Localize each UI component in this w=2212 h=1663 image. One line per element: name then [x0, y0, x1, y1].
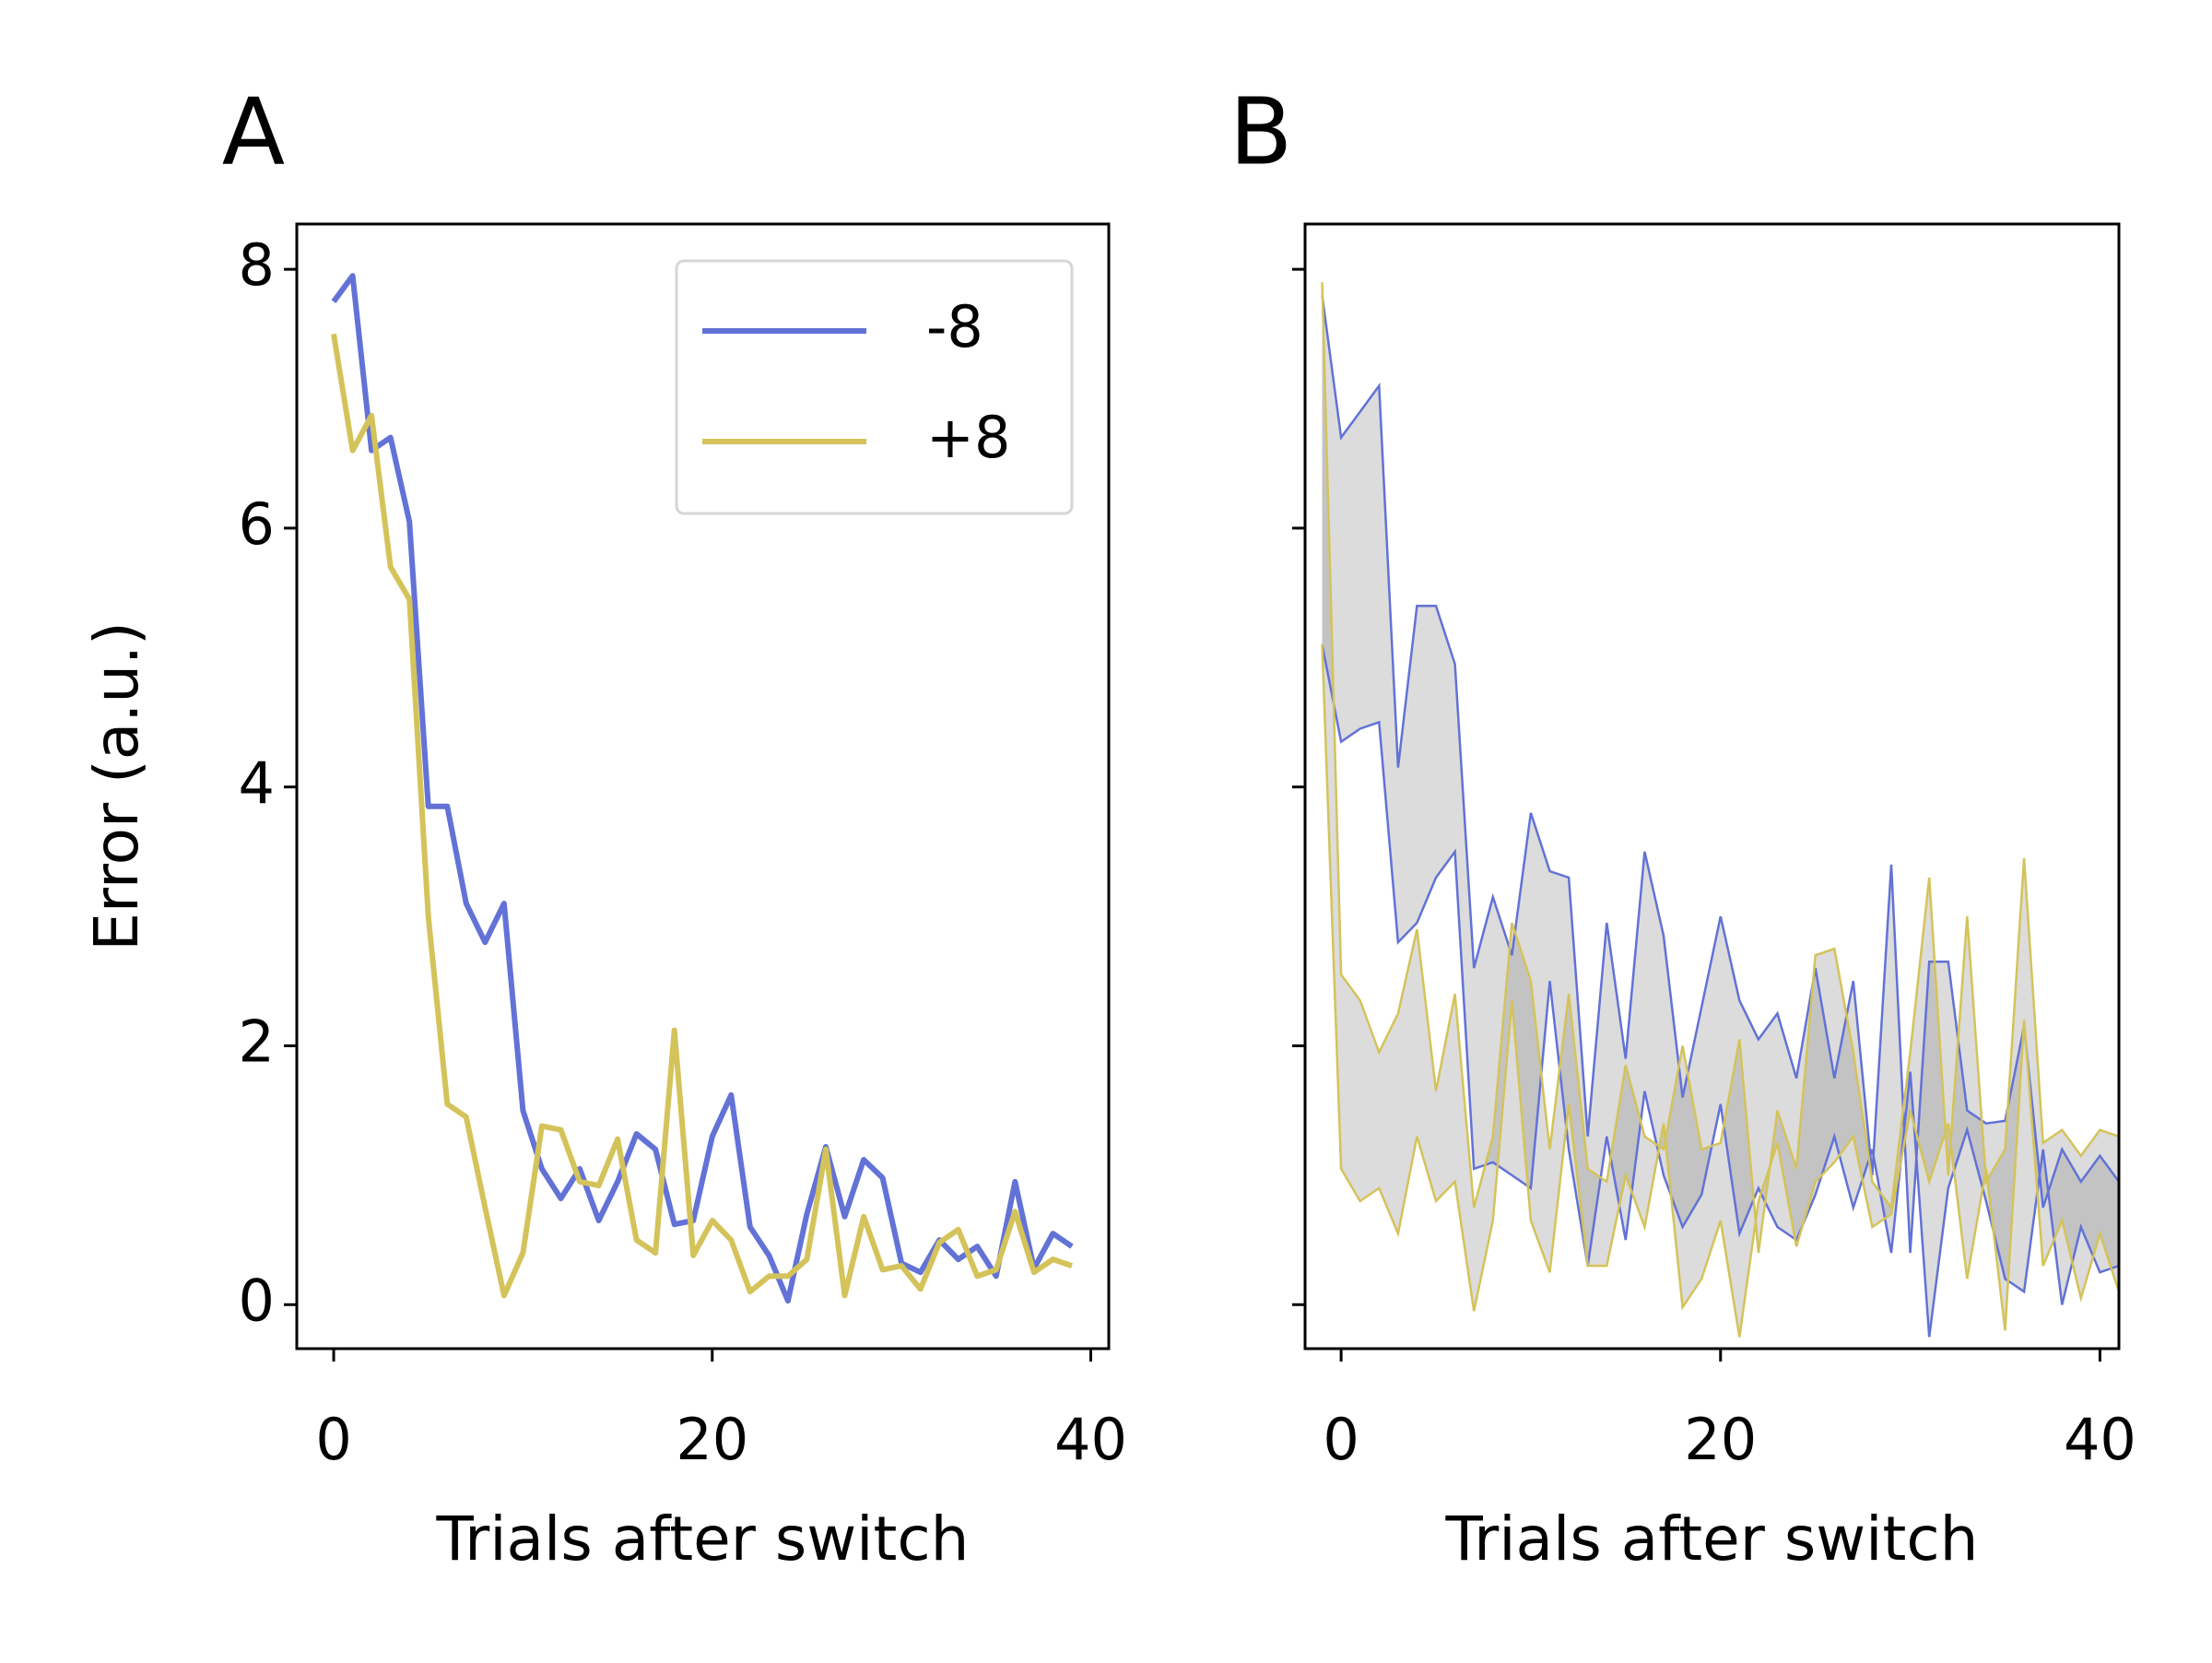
- band-edge: [1321, 644, 2119, 1338]
- band-fill: [1322, 282, 2119, 1338]
- x-tick-label: 40: [1054, 1406, 1127, 1473]
- x-tick-label: 20: [1684, 1406, 1757, 1473]
- axes-frame: [295, 222, 1111, 1350]
- plot-area: [331, 273, 1074, 1304]
- panel-title: A: [222, 77, 285, 185]
- y-tick-label: 8: [239, 231, 275, 299]
- panel-title: B: [1230, 77, 1293, 185]
- legend-label: -8: [926, 293, 983, 360]
- y-tick-label: 6: [239, 490, 275, 558]
- data-line: [331, 273, 1074, 1304]
- legend-box: [675, 259, 1074, 515]
- legend-label: +8: [926, 404, 1010, 471]
- panel: B 0 20 40 Trials after switch: [1230, 77, 2136, 1575]
- x-axis-label: Trials after switch: [1444, 1504, 1978, 1575]
- y-tick-label: 0: [239, 1267, 275, 1334]
- plot-area: [1321, 282, 2119, 1338]
- band-fill: [1322, 295, 2119, 1338]
- y-tick-label: 2: [239, 1008, 275, 1076]
- y-tick-label: 4: [239, 749, 275, 817]
- x-tick-label: 0: [315, 1406, 351, 1473]
- panel: A 0 20 40 0 2 4 6 8 Trials after switch Error (a.u…: [81, 77, 1127, 1575]
- x-tick-label: 0: [1323, 1406, 1359, 1473]
- x-tick-label: 20: [676, 1406, 748, 1473]
- band-edge: [1321, 644, 2119, 1338]
- band-edge: [1321, 295, 2119, 1254]
- x-tick-label: 40: [2064, 1406, 2136, 1473]
- y-axis-label: Error (a.u.): [81, 621, 152, 951]
- axes-frame: [1303, 222, 2121, 1350]
- band-edge: [1321, 282, 2119, 1254]
- data-line: [331, 333, 1073, 1299]
- x-axis-label: Trials after switch: [435, 1504, 969, 1575]
